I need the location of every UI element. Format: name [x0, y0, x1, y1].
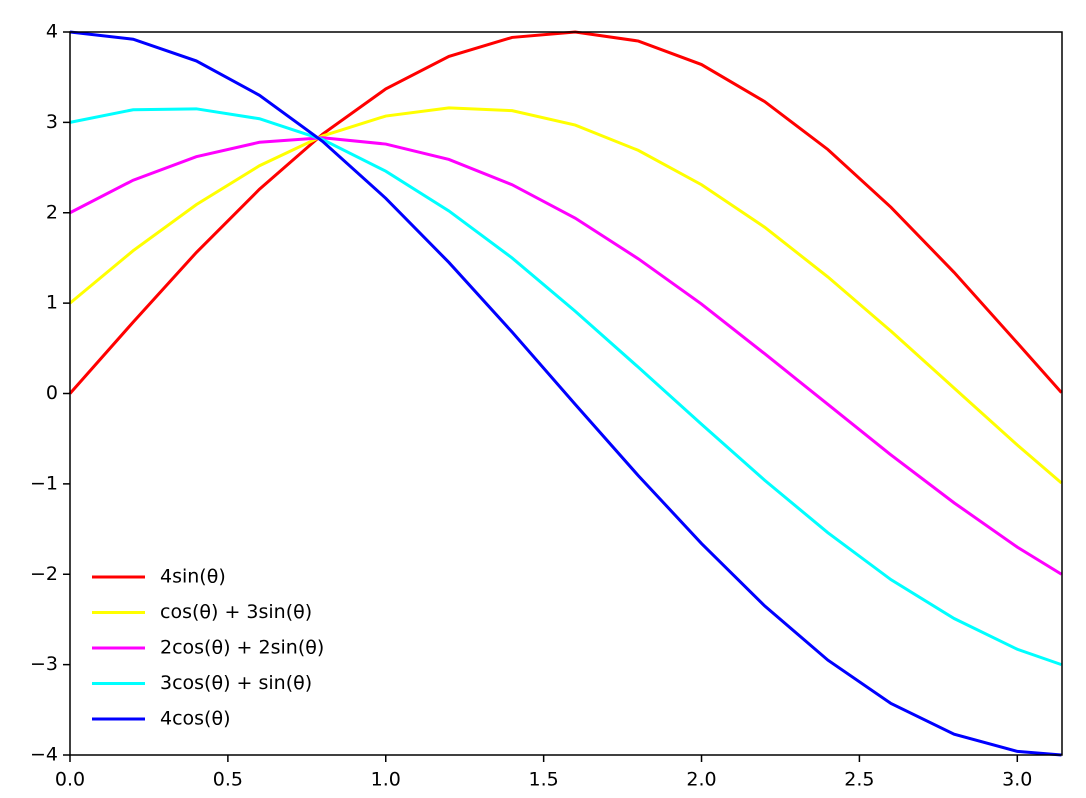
y-tick-label: −2 [30, 563, 58, 585]
legend-label: 4cos(θ) [160, 708, 231, 730]
legend-label: 3cos(θ) + sin(θ) [160, 672, 312, 694]
line [69, 30, 1062, 757]
plot-frame [69, 31, 1063, 756]
y-tick-label: 4 [46, 21, 58, 43]
legend-label: 2cos(θ) + 2sin(θ) [160, 637, 324, 659]
line [69, 106, 1063, 485]
x-tick-label: 0.0 [55, 769, 85, 791]
x-tick-label: 2.5 [844, 769, 874, 791]
y-tick-label: 0 [46, 382, 58, 404]
x-tick-label: 0.5 [213, 769, 243, 791]
y-tick-label: 2 [46, 201, 58, 223]
x-tick-label: 3.0 [1002, 769, 1032, 791]
y-tick-label: 3 [46, 111, 58, 133]
legend-label: 4sin(θ) [160, 566, 226, 588]
line [69, 107, 1062, 667]
y-tick-label: 1 [46, 292, 58, 314]
x-tick-label: 1.5 [529, 769, 559, 791]
y-tick-label: −1 [30, 472, 58, 494]
x-tick-label: 2.0 [686, 769, 716, 791]
y-tick-label: −4 [30, 744, 58, 766]
x-tick-label: 1.0 [371, 769, 401, 791]
y-tick-label: −3 [30, 653, 58, 675]
line [69, 136, 1063, 576]
legend-label: cos(θ) + 3sin(θ) [160, 601, 312, 623]
